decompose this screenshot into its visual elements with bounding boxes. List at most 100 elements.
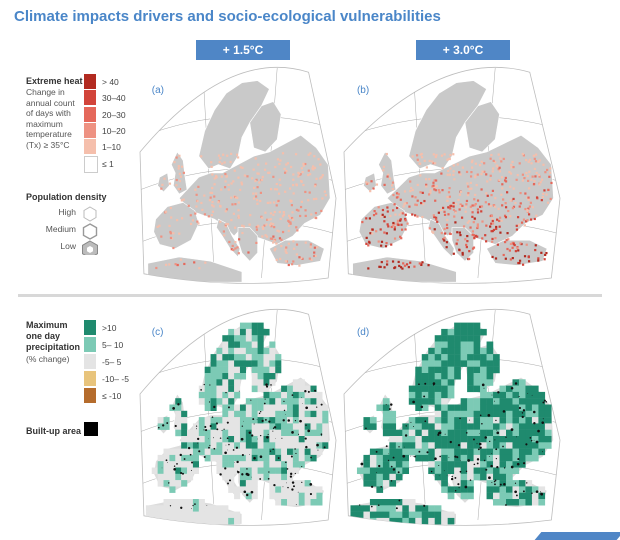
builtup-dot xyxy=(189,453,192,456)
precip-cell xyxy=(216,511,223,519)
precip-cell xyxy=(531,404,539,412)
heat-cell xyxy=(256,198,259,202)
heat-cell xyxy=(371,232,374,235)
heat-cell xyxy=(225,222,228,226)
builtup-dot xyxy=(209,384,211,386)
precip-cell xyxy=(447,467,455,475)
precip-cell xyxy=(389,417,397,424)
precip-cell xyxy=(234,373,241,380)
heat-cell xyxy=(509,199,512,202)
heat-cell xyxy=(237,176,240,179)
precip-cell xyxy=(157,341,164,349)
precip-cell xyxy=(473,373,481,380)
heat-cell xyxy=(223,234,226,237)
heat-cell xyxy=(433,179,436,182)
precip-cell xyxy=(434,335,442,342)
precip-cell xyxy=(447,442,455,449)
builtup-dot xyxy=(494,483,496,486)
precip-cell xyxy=(234,385,241,393)
heat-cell xyxy=(470,166,474,169)
builtup-dot xyxy=(272,448,274,450)
precip-cell xyxy=(292,379,299,386)
heat-cell xyxy=(382,165,386,168)
heat-cell xyxy=(391,181,395,184)
precip-cell xyxy=(421,354,429,361)
precip-cell xyxy=(467,467,474,475)
heat-cell xyxy=(281,152,285,155)
precip-cell xyxy=(428,423,435,430)
precip-cell xyxy=(467,379,474,386)
heat-cell xyxy=(240,181,243,184)
builtup-dot xyxy=(183,458,186,460)
precip-cell xyxy=(460,492,468,500)
precip-cell xyxy=(415,511,422,519)
precip-cell xyxy=(512,448,520,456)
precip-cell xyxy=(210,454,217,462)
precip-cell xyxy=(316,492,323,500)
precip-cell xyxy=(204,385,211,393)
heat-cell xyxy=(531,206,535,209)
precip-cell xyxy=(228,448,235,456)
precip-cell xyxy=(473,328,481,336)
precip-cell xyxy=(292,398,299,405)
builtup-dot xyxy=(208,446,210,449)
precip-cell xyxy=(389,517,397,525)
precip-cell xyxy=(169,480,176,487)
precip-cell xyxy=(251,417,258,424)
heat-cell xyxy=(313,166,317,169)
builtup-dot xyxy=(307,429,311,433)
builtup-dot xyxy=(302,402,304,404)
heat-cell xyxy=(238,238,241,241)
heat-cell xyxy=(315,177,318,180)
precip-cell xyxy=(447,373,455,380)
heat-cell xyxy=(540,178,544,181)
heat-cell xyxy=(203,213,207,216)
precip-cell xyxy=(234,328,241,336)
precip-cell xyxy=(506,473,513,481)
builtup-dot xyxy=(264,398,266,400)
figure-title: Climate impacts drivers and socio-ecolog… xyxy=(14,8,441,25)
precip-cell xyxy=(251,410,258,418)
heat-cell xyxy=(207,215,210,218)
heat-cell xyxy=(541,195,544,199)
precip-cell xyxy=(204,517,211,525)
heat-cell xyxy=(434,155,437,159)
heat-cell xyxy=(458,248,461,251)
precip-cell xyxy=(275,467,282,475)
precip-cell xyxy=(473,473,481,481)
builtup-dot xyxy=(467,459,471,462)
heat-cell xyxy=(392,224,395,227)
builtup-dot xyxy=(503,467,506,469)
precip-cell xyxy=(428,461,435,468)
precip-cell xyxy=(447,410,455,418)
precip-cell xyxy=(257,473,264,481)
heat-cell xyxy=(491,240,494,243)
heat-cell xyxy=(295,183,298,186)
heat-cell xyxy=(473,217,476,220)
heat-cell xyxy=(496,243,499,246)
precip-cell xyxy=(538,391,546,399)
heat-cell xyxy=(509,242,513,246)
precip-cell xyxy=(222,360,229,367)
precip-cell xyxy=(441,448,448,456)
heat-cell xyxy=(445,241,449,244)
heat-cell xyxy=(448,187,451,190)
precip-cell xyxy=(269,454,276,462)
precip-cell xyxy=(473,436,481,443)
precip-cell xyxy=(239,366,247,374)
precip-cell xyxy=(257,360,264,367)
precip-cell xyxy=(486,347,494,355)
precip-cell xyxy=(251,322,258,330)
precip-cell xyxy=(151,517,158,525)
heat-cell xyxy=(256,202,259,205)
builtup-dot xyxy=(294,472,296,475)
heat-cell xyxy=(503,214,507,217)
heat-cell xyxy=(485,173,488,176)
precip-cell xyxy=(275,391,282,399)
precip-cell xyxy=(499,486,507,493)
precip-cell xyxy=(222,366,229,374)
precip-cell xyxy=(428,398,435,405)
precip-cell xyxy=(222,511,229,519)
precip-cell xyxy=(251,492,258,500)
precip-cell xyxy=(234,410,241,418)
